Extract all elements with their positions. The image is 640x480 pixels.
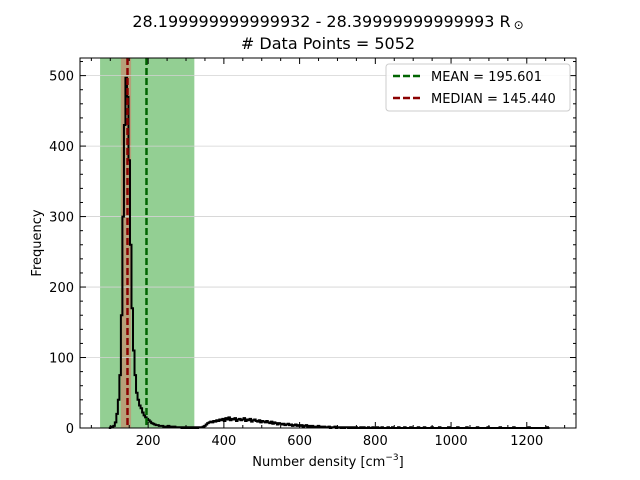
plot-frame bbox=[79, 57, 577, 429]
y-tick-label-400: 400 bbox=[49, 140, 74, 155]
legend-box bbox=[385, 63, 571, 112]
x-tick-label-800: 800 bbox=[363, 434, 388, 449]
y-tick-label-300: 300 bbox=[49, 211, 74, 226]
y-tick-label-100: 100 bbox=[49, 352, 74, 367]
x-axis-label: Number density [cm−3] bbox=[252, 453, 403, 470]
y-tick-label-200: 200 bbox=[49, 281, 74, 296]
x-tick-label-400: 400 bbox=[211, 434, 236, 449]
x-tick-label-1200: 1200 bbox=[510, 434, 543, 449]
chart-title-line2: # Data Points = 5052 bbox=[241, 34, 415, 53]
x-axis-label-exponent: −3 bbox=[385, 453, 398, 463]
x-axis-label-close: ] bbox=[399, 455, 404, 470]
grid-lines bbox=[80, 75, 576, 358]
plot-area bbox=[79, 57, 577, 429]
y-axis-label: Frequency bbox=[30, 209, 45, 276]
legend: MEAN = 195.601 MEDIAN = 145.440 bbox=[385, 63, 571, 112]
x-tick-label-200: 200 bbox=[136, 434, 161, 449]
legend-mean-label: MEAN = 195.601 bbox=[431, 70, 542, 85]
x-tick-labels: 200 400 600 800 1000 1200 bbox=[136, 434, 544, 449]
x-tick-label-1000: 1000 bbox=[435, 434, 468, 449]
axis-ticks bbox=[80, 58, 576, 429]
sun-symbol: ⊙ bbox=[514, 18, 524, 32]
x-axis-label-text: Number density [cm bbox=[252, 455, 385, 470]
y-tick-label-0: 0 bbox=[66, 422, 74, 437]
x-tick-label-600: 600 bbox=[287, 434, 312, 449]
reference-lines bbox=[126, 58, 148, 428]
y-tick-labels: 0 100 200 300 400 500 bbox=[49, 70, 74, 437]
chart-title-text: 28.199999999999932 - 28.39999999999993 R bbox=[132, 12, 510, 31]
y-tick-label-500: 500 bbox=[49, 70, 74, 85]
chart-title-line1: 28.199999999999932 - 28.39999999999993 R… bbox=[132, 12, 523, 32]
legend-median-label: MEDIAN = 145.440 bbox=[431, 92, 556, 107]
highlight-band-1 bbox=[120, 58, 132, 428]
